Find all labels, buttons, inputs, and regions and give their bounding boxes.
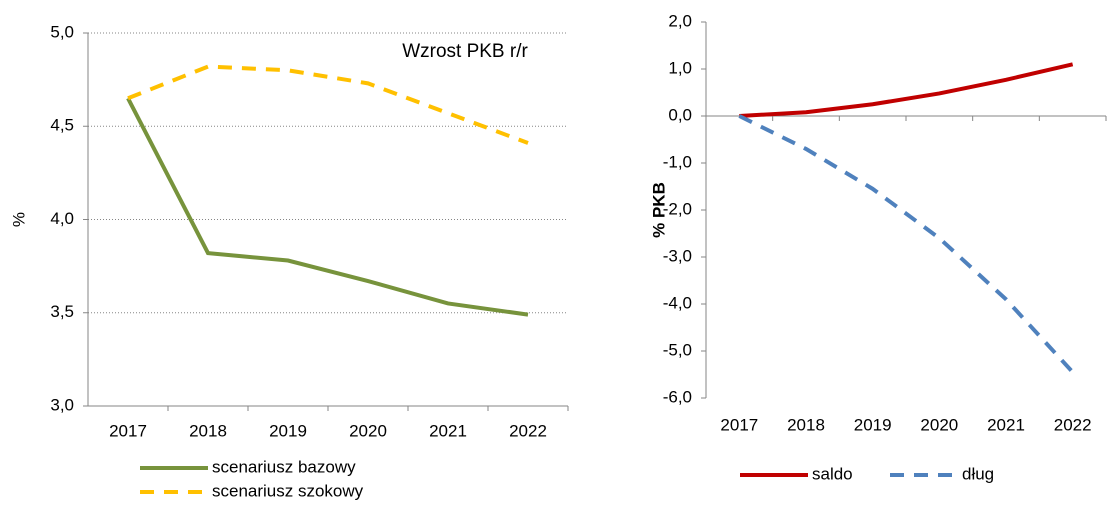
y-tick-label: 5,0 bbox=[50, 22, 74, 41]
x-tick-label: 2017 bbox=[109, 421, 147, 440]
y-tick-label: 1,0 bbox=[668, 58, 692, 77]
x-tick-label: 2019 bbox=[854, 415, 892, 434]
y-tick-label: 2,0 bbox=[668, 11, 692, 30]
y-axis-label: % bbox=[9, 212, 28, 227]
x-tick-label: 2018 bbox=[189, 421, 227, 440]
y-tick-label: 3,5 bbox=[50, 302, 74, 321]
y-tick-label: 4,5 bbox=[50, 116, 74, 135]
y-tick-label: -1,0 bbox=[663, 152, 692, 171]
x-tick-label: 2021 bbox=[429, 421, 467, 440]
x-tick-label: 2022 bbox=[509, 421, 547, 440]
y-tick-label: 4,0 bbox=[50, 209, 74, 228]
y-tick-label: -3,0 bbox=[663, 246, 692, 265]
legend-label: dług bbox=[962, 464, 994, 483]
legend-label: scenariusz bazowy bbox=[212, 457, 356, 476]
y-tick-label: -5,0 bbox=[663, 340, 692, 359]
x-tick-label: 2017 bbox=[720, 415, 758, 434]
x-tick-label: 2022 bbox=[1054, 415, 1092, 434]
legend-label: scenariusz szokowy bbox=[212, 481, 364, 500]
y-tick-label: -6,0 bbox=[663, 387, 692, 406]
x-tick-label: 2020 bbox=[920, 415, 958, 434]
series-line bbox=[126, 97, 529, 317]
y-axis-label: % PKB bbox=[649, 182, 668, 238]
x-tick-label: 2021 bbox=[987, 415, 1025, 434]
annotation: Wzrost PKB r/r bbox=[402, 41, 528, 62]
legend-label: saldo bbox=[812, 464, 853, 483]
series-line bbox=[127, 64, 529, 145]
y-tick-label: 0,0 bbox=[668, 105, 692, 124]
y-tick-label: -4,0 bbox=[663, 293, 692, 312]
x-tick-label: 2018 bbox=[787, 415, 825, 434]
x-tick-label: 2019 bbox=[269, 421, 307, 440]
x-tick-label: 2020 bbox=[349, 421, 387, 440]
series-line bbox=[739, 62, 1074, 118]
y-tick-label: -2,0 bbox=[663, 199, 692, 218]
y-tick-label: 3,0 bbox=[50, 395, 74, 414]
series-line bbox=[738, 114, 1075, 374]
